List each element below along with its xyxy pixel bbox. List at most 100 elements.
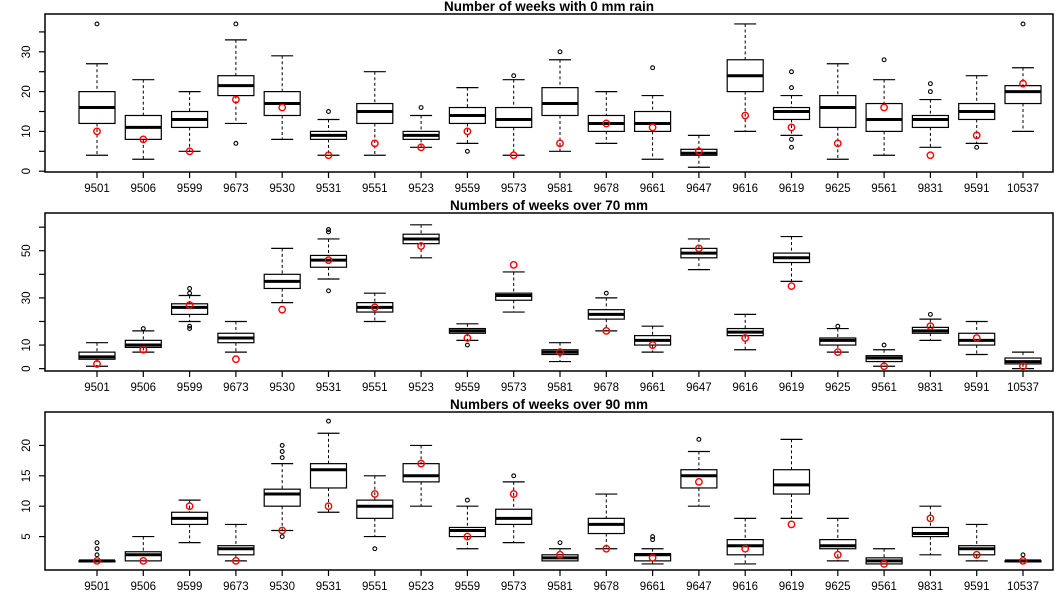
x-tick-label-station: 9551 [362, 183, 388, 195]
observed-point [324, 502, 333, 511]
outlier-point [927, 81, 933, 87]
x-tick-label-station: 9559 [455, 382, 481, 394]
iqr-box [911, 526, 950, 538]
boxplot-9591 [958, 523, 996, 562]
outlier-point [650, 537, 656, 543]
iqr-box [448, 526, 486, 538]
observed-point [648, 123, 657, 132]
observed-point [556, 139, 564, 148]
plot-area-0mm-rain: 0 10 20 30 9501 9506 9599 9673 9530 9531 9551 9523 9… [21, 13, 1054, 195]
x-tick-label-station: 9619 [779, 581, 805, 593]
observed-point [324, 256, 333, 265]
panel-0mm-rain: Number of weeks with 0 mm rain 0 10 20 30 95… [21, 0, 1054, 195]
y-tick-label: 30 [21, 291, 33, 304]
boxplot-9678 [587, 493, 625, 553]
boxplot-9561 [865, 342, 903, 371]
y-tick-label: 20 [21, 439, 33, 452]
observed-point [370, 139, 379, 148]
x-tick-label-station: 9506 [131, 183, 157, 195]
x-tick-label-station: 9831 [918, 382, 944, 394]
observed-point [185, 147, 194, 156]
iqr-box [356, 102, 394, 125]
x-tick-label-station: 9523 [408, 382, 434, 394]
boxplot-9831 [911, 505, 950, 556]
boxplot-9573 [495, 473, 533, 544]
x-tick-label-station: 9581 [547, 581, 573, 593]
panel-over-90mm: Numbers of weeks over 90 mm 5 10 15 20 9501 9… [21, 398, 1054, 593]
x-tick-label-station: 9581 [547, 183, 573, 195]
outlier-point [927, 89, 933, 95]
boxplot-9647 [680, 238, 718, 271]
x-tick-label-station: 9523 [408, 183, 434, 195]
iqr-box [958, 545, 996, 556]
boxplot-9616 [726, 23, 764, 133]
x-tick-label-station: 9599 [177, 382, 203, 394]
outlier-point [94, 546, 100, 552]
x-tick-label-station: 9506 [131, 581, 157, 593]
y-tick-label: 10 [21, 125, 33, 138]
boxplot-9625 [819, 63, 857, 160]
observed-point [972, 131, 981, 140]
x-tick-label-station: 9591 [964, 183, 990, 195]
outlier-point [233, 21, 239, 27]
boxplot-9581 [541, 49, 579, 152]
outlier-point [418, 105, 424, 110]
x-tick-label-station: 9530 [269, 382, 295, 394]
y-tick-label: 15 [21, 469, 33, 482]
boxplot-9581 [541, 540, 579, 562]
outlier-point [789, 85, 794, 91]
boxplot-9625 [819, 517, 857, 562]
y-tick-label: 10 [21, 339, 33, 352]
boxplot-9678 [587, 91, 625, 144]
outlier-point [279, 534, 285, 540]
boxplot-9591 [958, 75, 996, 150]
observed-point [93, 127, 101, 136]
observed-point [880, 103, 888, 112]
observed-point [139, 556, 148, 565]
observed-point [602, 327, 611, 335]
outlier-point [94, 552, 100, 558]
x-tick-label-station: 9661 [640, 581, 666, 593]
x-tick-label-station: 9581 [547, 382, 573, 394]
x-tick-label-station: 10537 [1007, 183, 1039, 195]
outlier-point [187, 286, 193, 291]
outlier-point [650, 534, 656, 540]
iqr-box [911, 114, 950, 129]
boxplot-9573 [495, 260, 533, 313]
observed-point [787, 123, 796, 132]
observed-point [695, 147, 703, 156]
boxplot-9559 [448, 497, 486, 550]
observed-point [926, 514, 935, 523]
observed-point [463, 532, 472, 541]
outlier-point [326, 227, 331, 232]
outlier-point [974, 144, 980, 150]
observed-point [1019, 556, 1027, 565]
x-tick-label-station: 9573 [501, 382, 527, 394]
iqr-box [772, 106, 811, 121]
observed-point [972, 334, 981, 342]
x-tick-label-station: 9619 [779, 382, 805, 394]
iqr-box [124, 551, 162, 562]
observed-point [695, 244, 703, 253]
outlier-point [557, 49, 563, 55]
boxplot-9616 [726, 517, 764, 565]
boxplot-9551 [356, 475, 394, 552]
outlier-point [279, 455, 285, 461]
outlier-point [464, 342, 470, 348]
observed-point [509, 151, 518, 160]
boxplot-9561 [865, 548, 903, 568]
x-tick-label-station: 10537 [1007, 581, 1039, 593]
x-tick-label-station: 9591 [964, 581, 990, 593]
boxplot-9559 [448, 323, 486, 348]
observed-point [417, 459, 425, 468]
outlier-point [789, 69, 794, 75]
x-tick-label-station: 9591 [964, 382, 990, 394]
observed-point [648, 553, 657, 562]
boxplot-9673 [217, 320, 255, 364]
outlier-point [650, 65, 656, 71]
iqr-box [309, 463, 348, 489]
x-tick-label-station: 9661 [640, 183, 666, 195]
observed-point [926, 322, 935, 331]
y-tick-label: 10 [21, 500, 33, 513]
plot-area-over-70mm: 0 10 30 50 9501 9506 9599 9673 9530 9531 9551 9523 9… [21, 212, 1054, 394]
